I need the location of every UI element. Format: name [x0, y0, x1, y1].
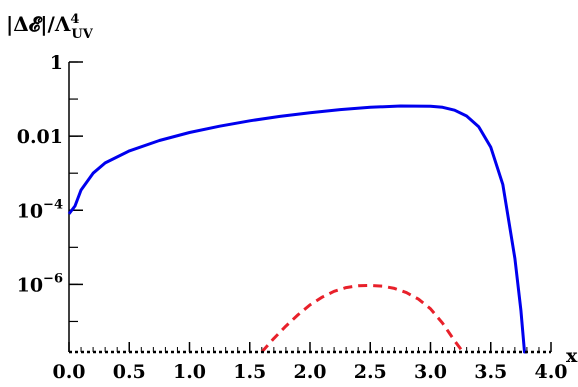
y-tick-label: 10−6: [17, 271, 63, 296]
x-tick-label: 1.0: [173, 361, 206, 383]
x-axis-title: x: [566, 345, 578, 367]
x-tick-label: 0.5: [113, 361, 146, 383]
x-tick-label: 2.5: [354, 361, 387, 383]
y-tick-label: 10−4: [17, 197, 63, 222]
y-axis-title-sup: 4: [70, 12, 79, 27]
x-tick-label: 3.0: [414, 361, 447, 383]
x-tick-label: 1.5: [233, 361, 266, 383]
y-axis-title-main: |Δ𝓔|/Λ: [6, 12, 71, 36]
x-tick-label: 0.0: [52, 361, 85, 383]
plot-area: 1 0.01 10−4 10−6 0.0 0.5 1.0 1.5 2.0 2.5 3.0 3.5 4.0: [17, 52, 568, 383]
x-tick-label: 3.5: [474, 361, 507, 383]
y-tick-label: 1: [50, 52, 63, 74]
y-axis-title: |Δ𝓔|/Λ4 UV: [6, 12, 94, 42]
x-tick-label: 2.0: [293, 361, 326, 383]
series-line-dashed: [260, 283, 465, 353]
x-tick-label: 4.0: [534, 361, 567, 383]
y-axis-title-sub: UV: [71, 27, 93, 42]
series-line-solid: [67, 104, 527, 354]
y-tick-label: 0.01: [17, 126, 63, 148]
